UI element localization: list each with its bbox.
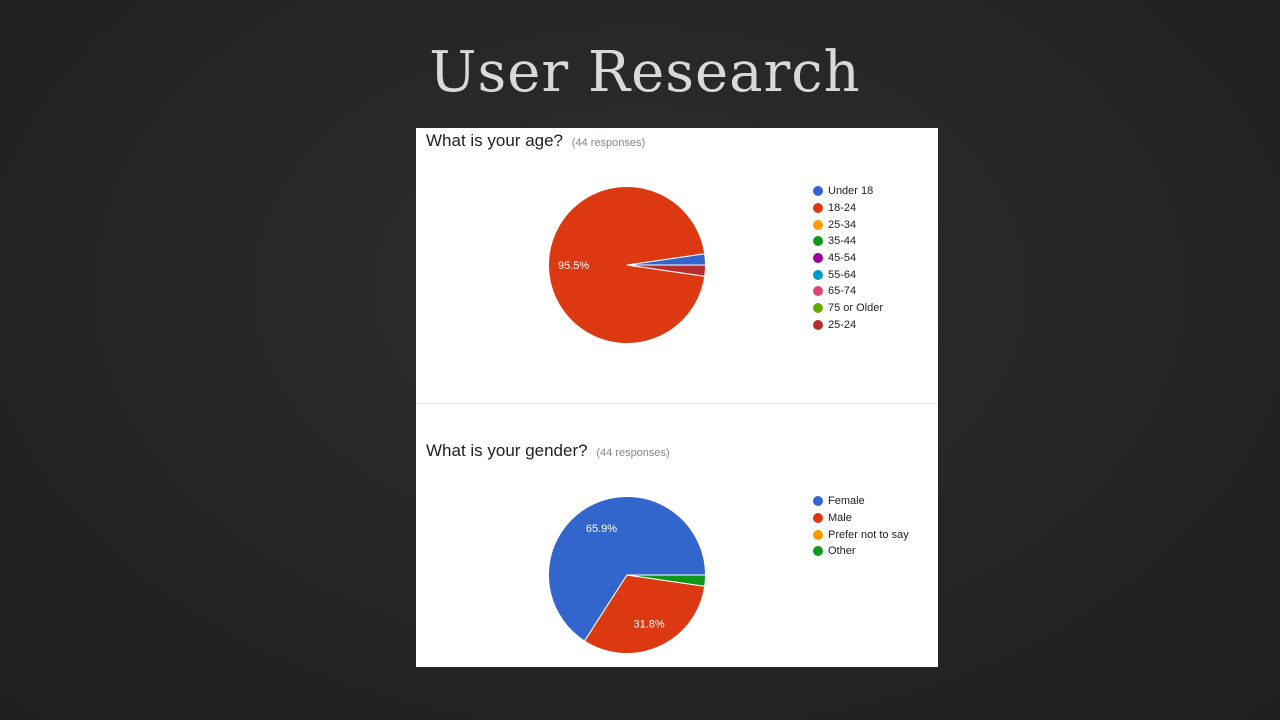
legend-label: 55-64 — [828, 268, 857, 281]
pie-slice-other — [626, 574, 707, 587]
legend-item-male: Male — [813, 510, 909, 527]
legend-item-female: Female — [813, 493, 909, 510]
pie-slice-18-24 — [548, 186, 706, 344]
gender-response-count: (44 responses) — [596, 447, 670, 459]
pie-slice-male — [583, 574, 706, 654]
legend-item-other: Other — [813, 543, 909, 560]
legend-item-45-54: 45-54 — [813, 250, 883, 267]
age-pie-chart: 95.5% — [548, 186, 707, 344]
legend-swatch — [813, 203, 823, 214]
gender-question-title: What is your gender? (44 responses) — [426, 441, 670, 461]
legend-swatch — [813, 286, 823, 297]
legend-item-prefer-not-to-say: Prefer not to say — [813, 526, 909, 543]
legend-swatch — [813, 186, 823, 197]
age-response-count: (44 responses) — [571, 137, 646, 149]
legend-swatch — [813, 303, 823, 314]
legend-item-25-34: 25-34 — [813, 216, 883, 233]
age-legend: Under 18 18-24 25-34 35-44 45-54 55-64 65-74 75… — [813, 183, 883, 333]
age-question-title: What is your age? (44 responses) — [426, 131, 645, 151]
legend-item-65-74: 65-74 — [813, 283, 883, 300]
survey-results-panel: What is your age? (44 responses) 95.5% U… — [416, 128, 938, 667]
legend-item-18-24: 18-24 — [813, 200, 883, 217]
legend-swatch — [813, 269, 823, 280]
legend-label: 25-34 — [828, 218, 857, 231]
gender-legend: Female Male Prefer not to say Other — [813, 493, 909, 560]
slice-label-18-24: 95.5% — [558, 260, 589, 272]
legend-label: Prefer not to say — [828, 528, 909, 541]
legend-swatch — [813, 513, 823, 524]
slide-title: User Research — [429, 40, 861, 105]
legend-swatch — [813, 546, 823, 557]
legend-label: 35-44 — [828, 235, 857, 248]
gender-pie-chart: 65.9% 31.8% — [548, 496, 707, 654]
legend-label: Under 18 — [828, 185, 874, 198]
legend-swatch — [813, 319, 823, 330]
legend-item-under-18: Under 18 — [813, 183, 883, 200]
legend-label: 25-24 — [828, 318, 857, 331]
legend-label: Female — [828, 495, 865, 508]
legend-swatch — [813, 236, 823, 247]
legend-swatch — [813, 253, 823, 264]
legend-label: Male — [828, 512, 852, 525]
legend-label: 45-54 — [828, 252, 857, 265]
slice-label-female: 65.9% — [586, 523, 617, 535]
legend-label: 75 or Older — [828, 302, 884, 315]
legend-label: 65-74 — [828, 285, 857, 298]
legend-item-55-64: 55-64 — [813, 266, 883, 283]
gender-question-text: What is your gender? — [426, 441, 588, 460]
legend-swatch — [813, 496, 823, 507]
legend-item-75-or-older: 75 or Older — [813, 300, 883, 317]
section-divider — [416, 403, 938, 404]
legend-item-35-44: 35-44 — [813, 233, 883, 250]
slice-label-male: 31.8% — [634, 619, 665, 631]
legend-swatch — [813, 219, 823, 230]
legend-label: 18-24 — [828, 202, 857, 215]
legend-item-25-24: 25-24 — [813, 317, 883, 334]
legend-swatch — [813, 529, 823, 540]
age-question-text: What is your age? — [426, 131, 564, 150]
legend-label: Other — [828, 545, 856, 558]
pie-slice-female — [548, 496, 707, 642]
pie-slice-25-24 — [626, 264, 707, 277]
